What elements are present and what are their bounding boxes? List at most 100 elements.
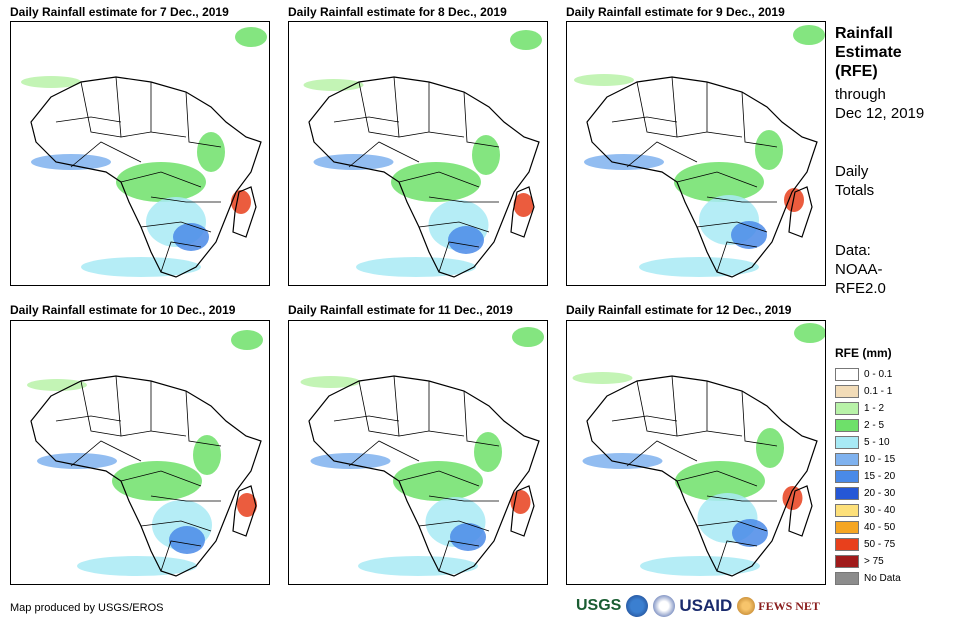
legend-item: 1 - 2 (835, 400, 901, 417)
noaa-logo-icon (626, 595, 649, 617)
country-border (671, 76, 708, 138)
through-line2: Dec 12, 2019 (835, 105, 925, 122)
legend-label: 50 - 75 (864, 539, 896, 550)
rain-area (675, 461, 765, 501)
rainfall-map-2 (288, 21, 548, 286)
seal-logo-icon (653, 595, 676, 617)
rain-area (574, 74, 634, 86)
country-border (358, 380, 400, 437)
country-border (716, 241, 758, 273)
country-border (676, 470, 758, 487)
logos: USGS USAID FEWS NET (576, 595, 820, 617)
rain-area (472, 135, 500, 175)
legend-item: > 75 (835, 553, 901, 570)
country-border (115, 375, 152, 437)
country-border (428, 82, 465, 138)
panel-title-1: Daily Rainfall estimate for 7 Dec., 2019 (10, 5, 229, 19)
panel-title-5: Daily Rainfall estimate for 11 Dec., 201… (288, 303, 513, 317)
fews-globe-icon (737, 597, 756, 615)
rain-area (169, 526, 205, 554)
side-title-line2: Estimate (835, 44, 902, 61)
country-border (636, 81, 678, 138)
rain-area (237, 493, 257, 517)
rain-area (513, 193, 534, 217)
rain-area (756, 428, 784, 468)
legend-item: 30 - 40 (835, 502, 901, 519)
panel-title-6: Daily Rainfall estimate for 12 Dec., 201… (566, 303, 792, 317)
africa-outline (308, 375, 540, 577)
map-svg (27, 330, 263, 577)
rain-area (27, 379, 87, 391)
country-border (696, 221, 768, 233)
country-border (55, 415, 122, 422)
country-border (696, 520, 768, 532)
rain-area (116, 162, 206, 202)
map-svg (574, 25, 825, 278)
legend-label: 20 - 30 (864, 488, 896, 499)
rain-area (474, 432, 502, 472)
data-source: Data: NOAA- RFE2.0 (835, 241, 886, 298)
map-svg (300, 327, 544, 577)
country-border (333, 415, 400, 422)
country-border (626, 440, 698, 467)
rain-area (391, 162, 481, 202)
rain-area (358, 556, 478, 576)
data-line3: RFE2.0 (835, 280, 886, 297)
country-border (463, 390, 500, 447)
legend-label: 40 - 50 (864, 522, 896, 533)
rain-area (731, 221, 767, 249)
rain-area (193, 435, 221, 475)
rain-area (231, 190, 251, 214)
africa-outline (30, 76, 262, 278)
country-border (150, 381, 187, 437)
rain-area (303, 79, 364, 91)
panel-title-3: Daily Rainfall estimate for 9 Dec., 2019 (566, 5, 785, 19)
madagascar-outline (232, 186, 257, 238)
rain-area (197, 132, 225, 172)
country-border (428, 196, 499, 203)
rain-area (793, 25, 825, 45)
through-date: through Dec 12, 2019 (835, 85, 924, 123)
country-border (55, 116, 122, 123)
rainfall-map-1 (10, 21, 270, 286)
side-title-line3: (RFE) (835, 63, 878, 80)
country-border (80, 81, 122, 138)
daily-totals: Daily Totals (835, 162, 874, 200)
country-border (150, 495, 221, 502)
country-border (438, 241, 480, 273)
rain-area (794, 323, 825, 343)
legend-swatch (835, 419, 859, 432)
data-line1: Data: (835, 242, 871, 259)
country-border (671, 375, 708, 437)
africa-outline (586, 76, 818, 278)
country-border (393, 375, 430, 437)
country-border (358, 81, 400, 138)
fews-net-logo: FEWS NET (758, 598, 820, 613)
madagascar-outline (510, 186, 535, 238)
rain-area (77, 556, 197, 576)
country-border (120, 470, 202, 487)
legend-swatch (835, 538, 859, 551)
map-svg (21, 27, 267, 278)
map-svg (572, 323, 825, 577)
country-border (418, 221, 490, 233)
country-border (80, 380, 122, 437)
side-title: Rainfall Estimate (RFE) (835, 24, 902, 81)
country-border (428, 495, 499, 502)
rain-area (582, 453, 663, 469)
daily-line1: Daily (835, 163, 869, 180)
rain-area (584, 154, 664, 170)
legend-item: No Data (835, 570, 901, 587)
madagascar-outline (788, 186, 813, 238)
rainfall-map-6 (566, 320, 826, 585)
rainfall-map-5 (288, 320, 548, 585)
country-border (70, 440, 142, 467)
legend-swatch (835, 436, 859, 449)
legend-label: No Data (864, 573, 901, 584)
legend-swatch (835, 521, 859, 534)
country-border (348, 141, 420, 168)
legend-rows: 0 - 0.1 0.1 - 1 1 - 2 2 - 5 5 - 10 10 - 15 15 … (835, 366, 901, 587)
country-border (428, 381, 465, 437)
through-line1: through (835, 86, 886, 103)
rain-area (450, 523, 486, 551)
